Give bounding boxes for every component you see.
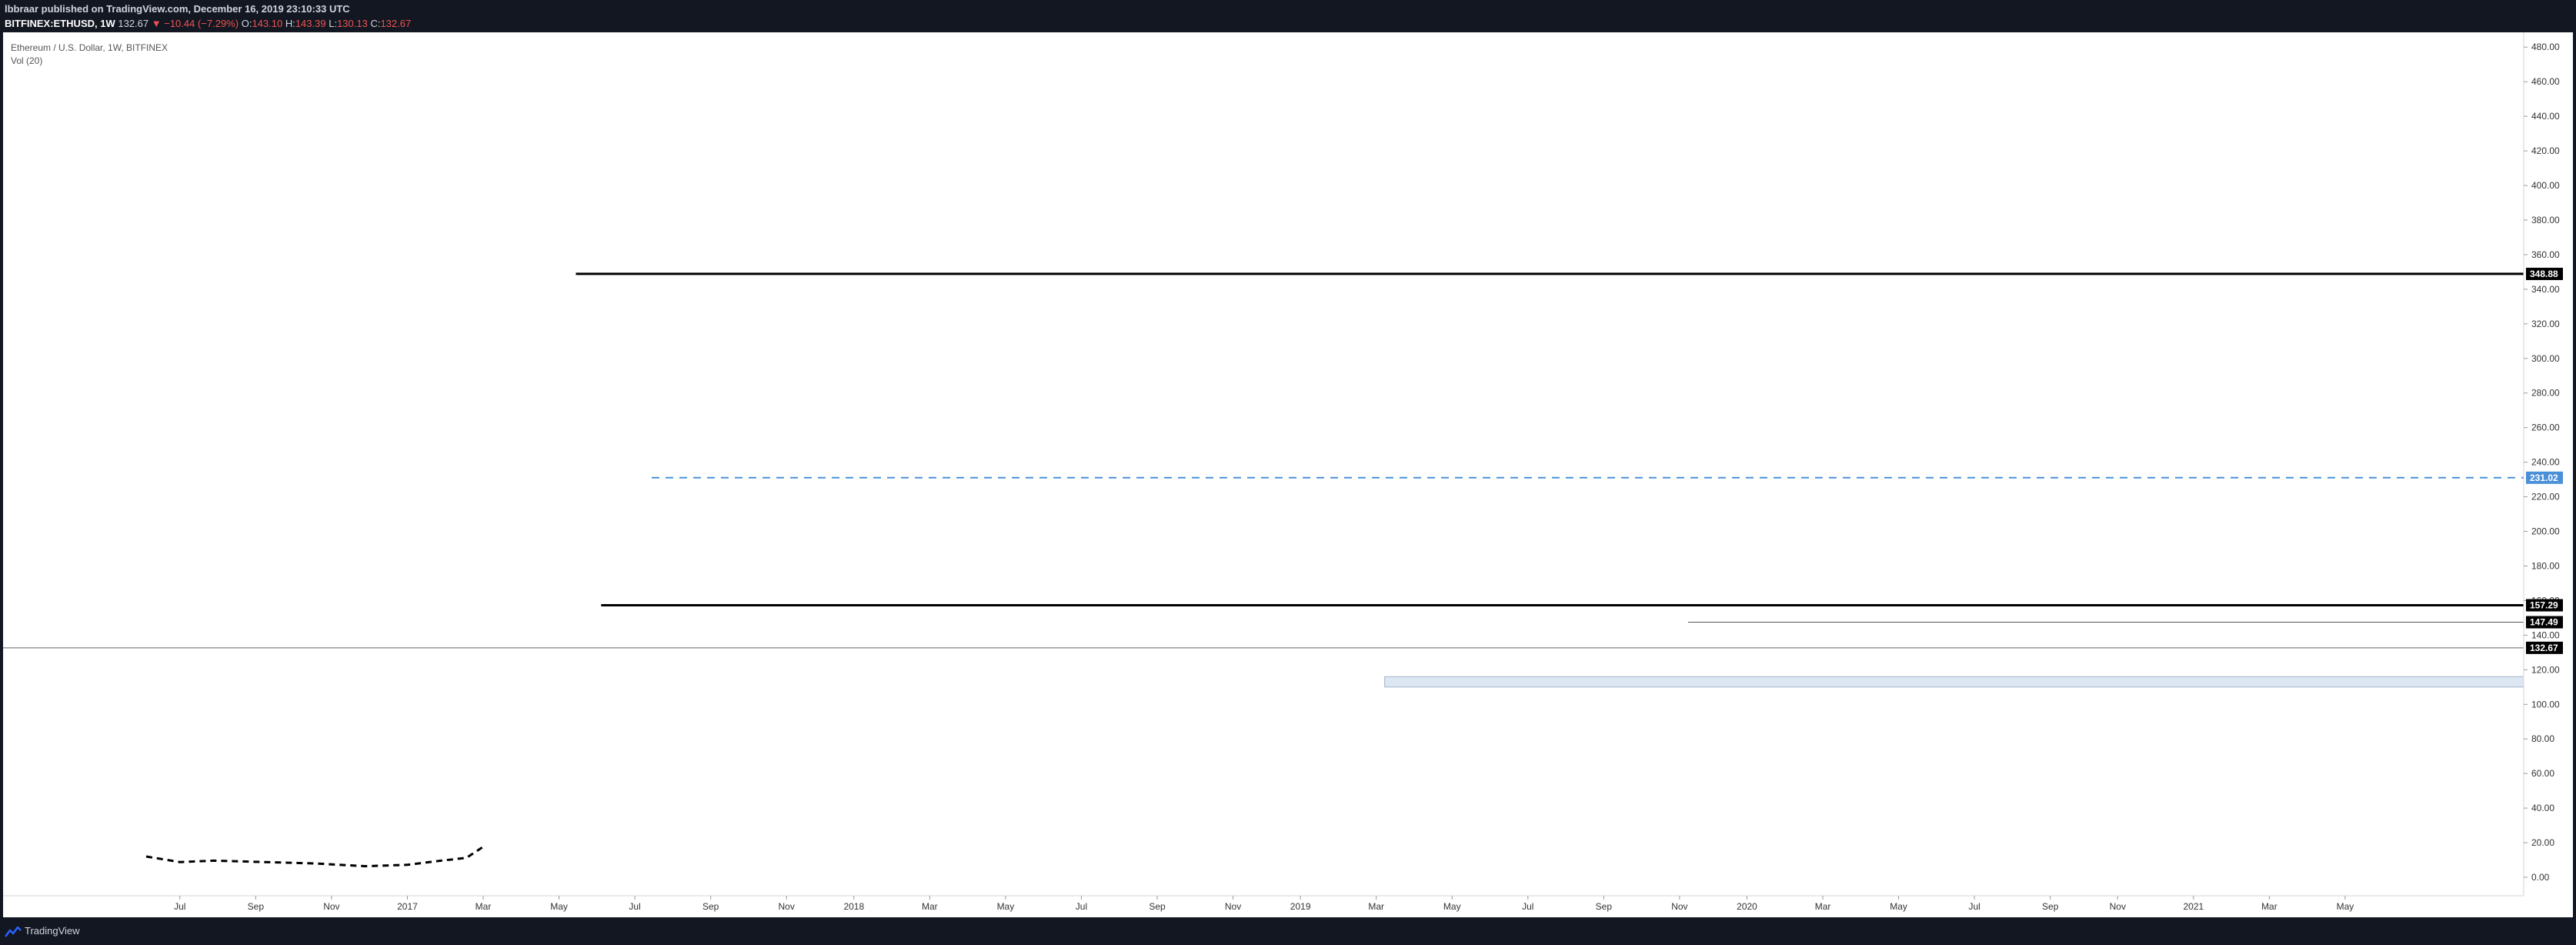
x-tick-label: May [1890, 901, 1907, 912]
x-tick-label: Sep [1149, 901, 1166, 912]
price-label-bg-4 [2526, 641, 2563, 654]
x-tick-label: May [1443, 901, 1461, 912]
x-tick-label: Nov [323, 901, 339, 912]
y-tick-label: 480.00 [2531, 42, 2560, 52]
legend-volume: Vol (20) [11, 55, 43, 66]
y-tick-label: 280.00 [2531, 388, 2560, 399]
x-tick-label: 2017 [397, 901, 418, 912]
ohlc-high: 143.39 [295, 18, 326, 29]
price-chart[interactable]: 0.00 20.00 40.00 60.00 80.00 100.00 120.00 140.… [3, 32, 2573, 917]
x-tick-label: Jul [174, 901, 185, 912]
price-label-bg-2 [2526, 599, 2563, 612]
chart-area[interactable]: 0.00 20.00 40.00 60.00 80.00 100.00 120.00 140.… [3, 32, 2573, 917]
y-tick-label: 140.00 [2531, 629, 2560, 640]
symbol-name[interactable]: BITFINEX:ETHUSD, 1W [5, 18, 115, 29]
legend-title: Ethereum / U.S. Dollar, 1W, BITFINEX [11, 42, 169, 53]
y-tick-label: 380.00 [2531, 215, 2560, 225]
x-tick-label: 2019 [1290, 901, 1311, 912]
x-tick-label: Nov [779, 901, 795, 912]
x-tick-label: Sep [702, 901, 719, 912]
y-tick-label: 360.00 [2531, 249, 2560, 260]
y-tick-label: 260.00 [2531, 422, 2560, 433]
tradingview-logo[interactable]: TradingView [5, 925, 80, 937]
chart-legend: Ethereum / U.S. Dollar, 1W, BITFINEX Vol… [11, 42, 168, 68]
y-tick-label: 240.00 [2531, 457, 2560, 468]
price-label-2: 157.29 [2530, 600, 2558, 611]
x-tick-label: Sep [2042, 901, 2059, 912]
y-tick-label: 420.00 [2531, 145, 2560, 156]
y-tick-label: 320.00 [2531, 319, 2560, 329]
volume-ma-line [145, 846, 484, 868]
x-tick-label: Nov [2110, 901, 2126, 912]
ohlc-low: 130.13 [337, 18, 368, 29]
ohlc-close: 132.67 [380, 18, 412, 29]
ohlc-open-label: O: [241, 18, 252, 29]
last-price: 132.67 [118, 18, 149, 29]
ohlc-low-label: L: [329, 18, 338, 29]
ohlc-open: 143.10 [252, 18, 283, 29]
ohlc-high-label: H: [285, 18, 295, 29]
y-tick-label: 60.00 [2531, 768, 2554, 779]
publisher-line: lbbraar published on TradingView.com, De… [5, 3, 350, 15]
y-tick-label: 340.00 [2531, 284, 2560, 295]
x-tick-label: Sep [1596, 901, 1613, 912]
x-tick-label: 2021 [2183, 901, 2204, 912]
y-tick-label: 0.00 [2531, 872, 2550, 883]
price-label-3: 147.49 [2530, 617, 2558, 628]
x-tick-label: Sep [248, 901, 265, 912]
y-tick-label: 80.00 [2531, 733, 2554, 744]
x-tick-label: 2020 [1737, 901, 1757, 912]
y-tick-label: 220.00 [2531, 492, 2560, 503]
brand-label: TradingView [25, 925, 80, 937]
x-tick-label: Jul [1522, 901, 1533, 912]
x-tick-label: May [550, 901, 568, 912]
price-change: ▼ −10.44 (−7.29%) [151, 18, 239, 29]
y-tick-label: 300.00 [2531, 353, 2560, 364]
ohlc-close-label: C: [370, 18, 381, 29]
y-tick-label: 20.00 [2531, 837, 2554, 848]
tradingview-icon [5, 925, 22, 937]
price-label-4: 132.67 [2530, 643, 2558, 653]
x-tick-label: Jul [629, 901, 640, 912]
y-tick-label: 200.00 [2531, 526, 2560, 537]
x-tick-label: Mar [475, 901, 492, 912]
price-label-bg-3 [2526, 616, 2563, 629]
x-tick-label: Jul [1968, 901, 1980, 912]
x-tick-label: Mar [1815, 901, 1831, 912]
x-tick-label: May [2337, 901, 2354, 912]
y-tick-label: 440.00 [2531, 111, 2560, 122]
support-zone [1384, 676, 2524, 688]
price-label-1: 231.02 [2530, 472, 2558, 483]
y-tick-label: 400.00 [2531, 180, 2560, 191]
x-tick-label: May [997, 901, 1015, 912]
y-tick-label: 120.00 [2531, 664, 2560, 675]
y-tick-label: 100.00 [2531, 699, 2560, 710]
x-tick-label: 2018 [843, 901, 864, 912]
price-label-bg-0 [2526, 267, 2563, 280]
x-tick-label: Jul [1076, 901, 1087, 912]
y-tick-label: 460.00 [2531, 76, 2560, 87]
x-tick-label: Mar [1368, 901, 1384, 912]
price-label-bg-1 [2526, 471, 2563, 484]
x-tick-label: Mar [2261, 901, 2277, 912]
x-tick-label: Nov [1671, 901, 1687, 912]
x-tick-label: Nov [1225, 901, 1241, 912]
y-tick-label: 180.00 [2531, 560, 2560, 571]
plot-background [3, 32, 2573, 917]
x-tick-label: Mar [922, 901, 938, 912]
chart-header: lbbraar published on TradingView.com, De… [0, 0, 2576, 32]
price-label-0: 348.88 [2530, 269, 2558, 279]
footer-bar: TradingView [0, 917, 2576, 945]
y-tick-label: 40.00 [2531, 803, 2554, 813]
symbol-line: BITFINEX:ETHUSD, 1W 132.67 ▼ −10.44 (−7.… [5, 18, 411, 29]
